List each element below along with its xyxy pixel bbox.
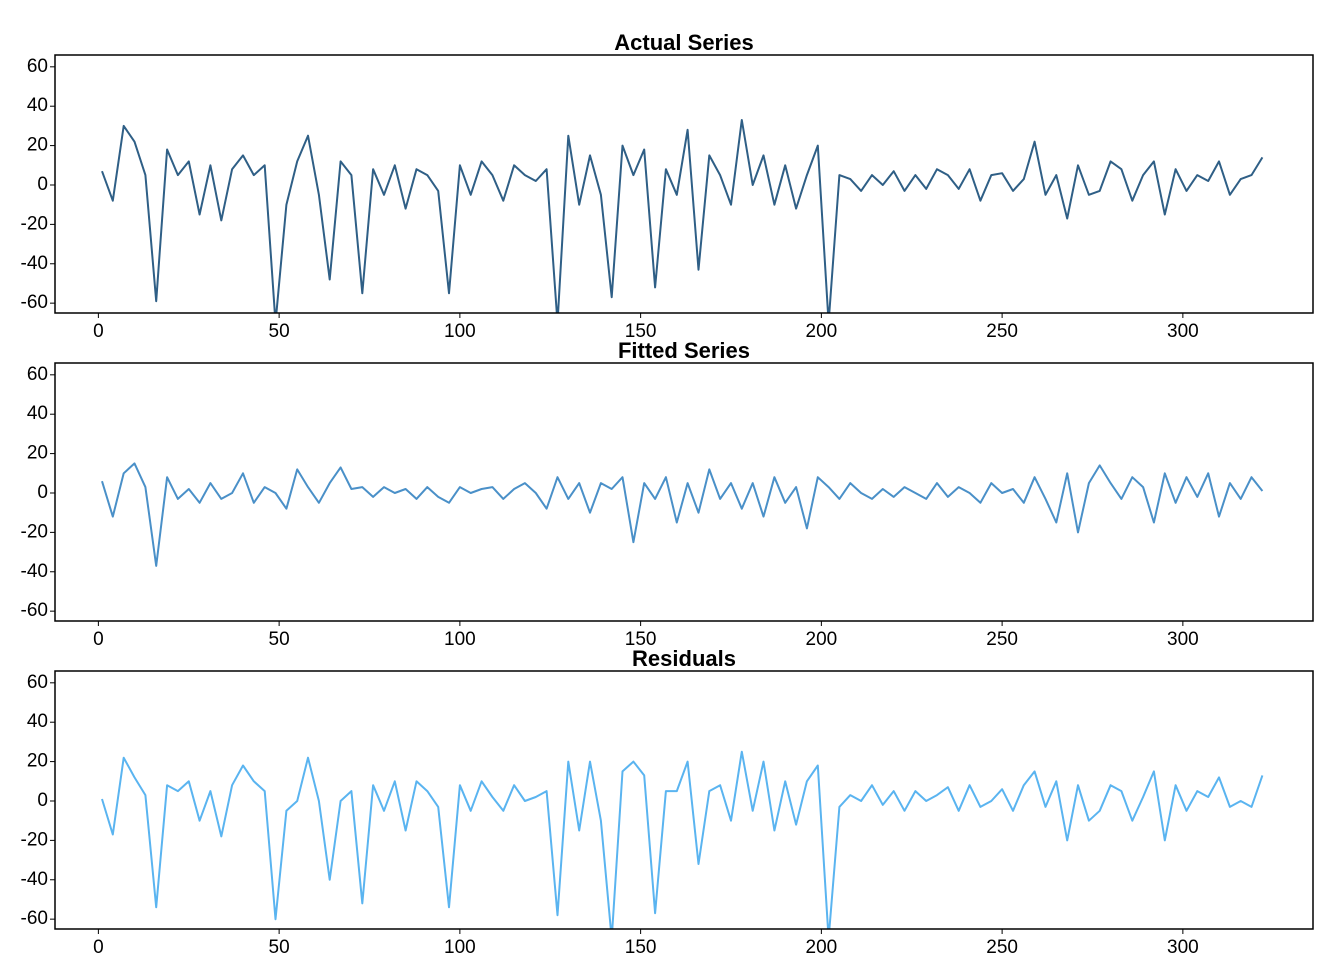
- x-tick-label: 100: [444, 629, 476, 650]
- x-tick-label: 300: [1167, 629, 1199, 650]
- plot-frame: [54, 54, 1314, 314]
- panel: Actual Series -60 -40 -20 0 20 40 60 0 50 100 150 20…: [21, 30, 1314, 342]
- plot-area: [101, 119, 1264, 313]
- x-tick-label: 0: [93, 937, 104, 958]
- x-tick-label: 200: [806, 937, 838, 958]
- y-tick-label: 20: [27, 751, 48, 772]
- x-tick-label: 300: [1167, 937, 1199, 958]
- x-tick-label: 0: [93, 321, 104, 342]
- y-tick-label: -20: [21, 829, 48, 850]
- y-tick-label: 60: [27, 672, 48, 693]
- panel: Residuals -60 -40 -20 0 20 40 60 0 50 100 150 200 250…: [21, 646, 1314, 958]
- chart-title: Residuals: [632, 646, 736, 671]
- y-tick-label: 0: [37, 174, 48, 195]
- y-tick-label: 20: [27, 135, 48, 156]
- x-tick-label: 100: [444, 321, 476, 342]
- x-tick-label: 300: [1167, 321, 1199, 342]
- y-tick-label: 0: [37, 790, 48, 811]
- x-tick-label: 150: [625, 629, 657, 650]
- y-tick-label: 40: [27, 95, 48, 116]
- y-tick-label: -60: [21, 292, 48, 313]
- series-line: [101, 119, 1264, 313]
- series-line: [101, 750, 1264, 929]
- x-tick-label: 150: [625, 937, 657, 958]
- x-tick-label: 150: [625, 321, 657, 342]
- y-tick-label: 40: [27, 403, 48, 424]
- panel: Fitted Series -60 -40 -20 0 20 40 60 0 50 100 150 20…: [21, 338, 1314, 650]
- y-tick-label: 40: [27, 711, 48, 732]
- y-tick-label: -60: [21, 908, 48, 929]
- plot-area: [101, 750, 1264, 929]
- x-tick-label: 200: [806, 321, 838, 342]
- series-line: [101, 462, 1264, 567]
- plot-frame: [54, 362, 1314, 622]
- y-tick-label: -40: [21, 869, 48, 890]
- x-tick-label: 100: [444, 937, 476, 958]
- y-tick-label: -40: [21, 253, 48, 274]
- y-tick-label: -20: [21, 213, 48, 234]
- y-tick-label: 60: [27, 56, 48, 77]
- x-tick-label: 50: [269, 937, 290, 958]
- x-tick-label: 250: [986, 629, 1018, 650]
- y-tick-label: -40: [21, 561, 48, 582]
- x-tick-label: 250: [986, 321, 1018, 342]
- chart-title: Actual Series: [614, 30, 753, 55]
- plot-frame: [54, 670, 1314, 930]
- chart-title: Fitted Series: [618, 338, 750, 363]
- x-tick-label: 50: [269, 321, 290, 342]
- y-tick-label: -20: [21, 521, 48, 542]
- x-tick-label: 50: [269, 629, 290, 650]
- x-tick-label: 0: [93, 629, 104, 650]
- x-tick-label: 200: [806, 629, 838, 650]
- y-tick-label: -60: [21, 600, 48, 621]
- y-tick-label: 0: [37, 482, 48, 503]
- plot-area: [101, 462, 1264, 567]
- y-tick-label: 20: [27, 443, 48, 464]
- y-tick-label: 60: [27, 364, 48, 385]
- x-tick-label: 250: [986, 937, 1018, 958]
